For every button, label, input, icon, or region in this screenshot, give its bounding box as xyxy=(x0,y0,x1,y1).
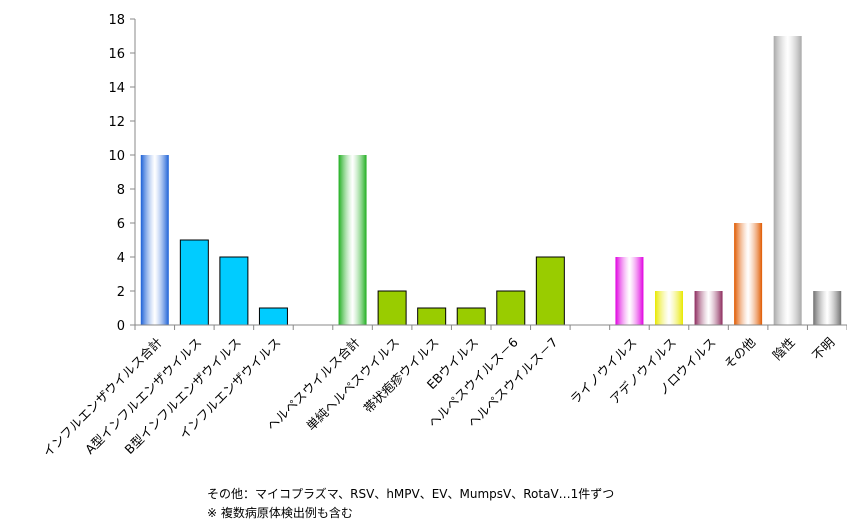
y-tick-label: 14 xyxy=(108,81,125,96)
y-tick-label: 2 xyxy=(117,285,125,300)
bar xyxy=(456,307,486,326)
bar xyxy=(258,307,288,326)
y-tick-label: 18 xyxy=(108,13,125,28)
bar xyxy=(377,290,407,326)
y-tick-label: 10 xyxy=(108,149,125,164)
x-tick-label: ライノウイルス xyxy=(567,335,639,407)
bar xyxy=(535,256,565,326)
footnote-multiple: ※ 複数病原体検出例も含む xyxy=(207,506,353,520)
bar xyxy=(813,291,842,325)
bar xyxy=(694,291,723,325)
y-tick-label: 16 xyxy=(108,47,125,62)
y-tick-label: 12 xyxy=(108,115,125,130)
x-tick-label: その他 xyxy=(721,334,758,371)
y-tick-label: 6 xyxy=(117,217,125,232)
bar xyxy=(219,256,249,326)
y-tick-label: 8 xyxy=(117,183,125,198)
bar xyxy=(496,290,526,326)
footnote-other: その他：マイコプラズマ、RSV、hMPV、EV、MumpsV、RotaV…1件ず… xyxy=(207,487,615,501)
bar xyxy=(417,307,447,326)
x-axis-labels: インフルエンザウイルス合計A型インフルエンザウイルスB型インフルエンザウイルスイ… xyxy=(40,334,838,460)
bar-chart: 0 2 4 6 8 10 12 14 16 18 インフルエンザウイルス合計A型インフルエンザウイ… xyxy=(40,13,847,460)
bar xyxy=(140,155,169,325)
y-tick-label: 0 xyxy=(117,319,125,334)
bar xyxy=(179,239,209,326)
bar xyxy=(773,36,802,325)
y-tick-label: 4 xyxy=(117,251,125,266)
bar xyxy=(615,257,644,325)
x-tick-label: 不明 xyxy=(809,335,837,363)
bar xyxy=(655,291,683,325)
bar xyxy=(338,155,367,325)
bar xyxy=(734,223,763,325)
bars xyxy=(140,36,842,326)
x-tick-label: 陰性 xyxy=(769,335,797,363)
y-axis-ticks: 0 2 4 6 8 10 12 14 16 18 xyxy=(108,13,847,334)
